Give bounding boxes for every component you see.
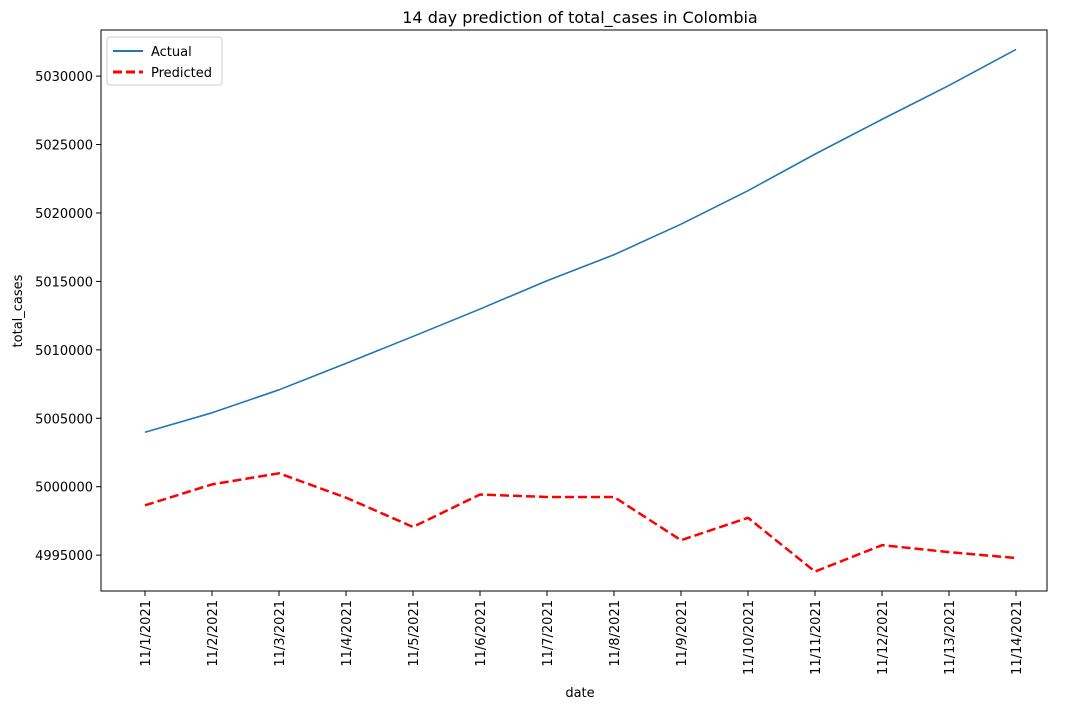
x-tick-label: 11/2/2021 [206, 600, 221, 667]
y-tick-label: 5030000 [35, 70, 93, 85]
y-tick-label: 5015000 [35, 275, 93, 290]
y-axis-label: total_cases [11, 274, 26, 347]
legend-label-predicted: Predicted [151, 66, 212, 81]
x-tick-label: 11/11/2021 [809, 600, 824, 675]
y-axis: 4995000 5000000 5005000 5010000 5015000 50200… [35, 70, 101, 564]
x-tick-label: 11/1/2021 [139, 600, 154, 667]
chart-title: 14 day prediction of total_cases in Colo… [402, 8, 757, 28]
y-tick-label: 4995000 [35, 549, 93, 564]
y-tick-label: 5010000 [35, 344, 93, 359]
y-tick-label: 5020000 [35, 207, 93, 222]
legend: Actual Predicted [106, 36, 223, 86]
x-axis-label: date [565, 686, 594, 701]
y-tick-label: 5025000 [35, 139, 93, 154]
legend-box [106, 36, 223, 86]
legend-label-actual: Actual [151, 45, 192, 60]
x-tick-label: 11/7/2021 [541, 600, 556, 667]
x-tick-label: 11/13/2021 [943, 600, 958, 675]
series-line-actual [144, 48, 1017, 434]
x-axis: 11/1/2021 11/2/2021 11/3/2021 11/4/2021 11/5… [139, 591, 1025, 675]
x-tick-label: 11/8/2021 [608, 600, 623, 667]
x-tick-label: 11/10/2021 [742, 600, 757, 675]
x-tick-label: 11/6/2021 [474, 600, 489, 667]
y-tick-label: 5005000 [35, 412, 93, 427]
series-layer [144, 48, 1017, 573]
x-tick-label: 11/14/2021 [1010, 600, 1025, 675]
x-tick-label: 11/12/2021 [876, 600, 891, 675]
series-line-predicted [144, 472, 1017, 573]
plot-area [100, 29, 1048, 592]
x-tick-label: 11/9/2021 [675, 600, 690, 667]
y-tick-label: 5000000 [35, 481, 93, 496]
x-tick-label: 11/5/2021 [407, 600, 422, 667]
x-tick-label: 11/3/2021 [273, 600, 288, 667]
x-tick-label: 11/4/2021 [340, 600, 355, 667]
